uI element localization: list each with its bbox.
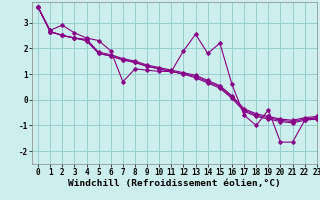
X-axis label: Windchill (Refroidissement éolien,°C): Windchill (Refroidissement éolien,°C) — [68, 179, 281, 188]
